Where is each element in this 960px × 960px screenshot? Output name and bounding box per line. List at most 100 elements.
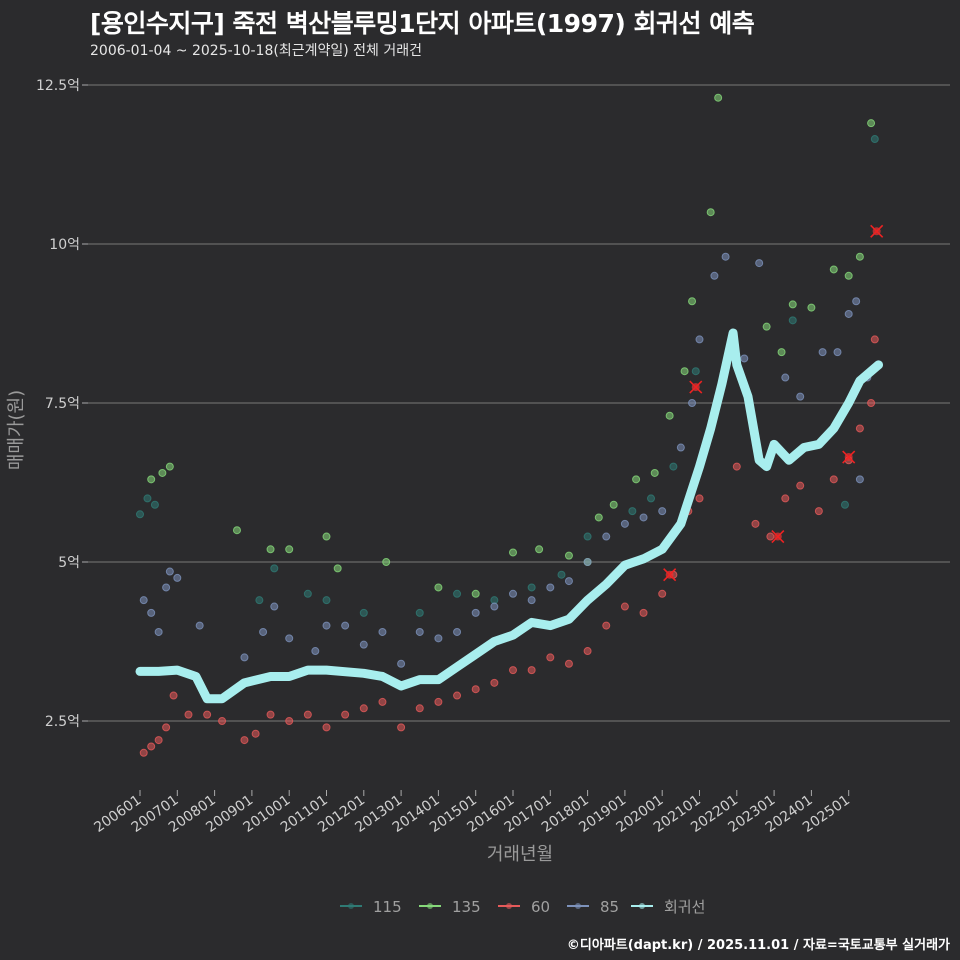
data-point-60: [266, 710, 275, 719]
data-point-85: [852, 297, 861, 306]
y-tick-label: 12.5억: [36, 78, 80, 94]
data-point-135: [777, 348, 786, 357]
data-point-115: [150, 500, 159, 509]
data-point-85: [415, 627, 424, 636]
data-point-115: [583, 532, 592, 541]
data-point-115: [691, 367, 700, 376]
data-point-85: [721, 252, 730, 261]
data-point-135: [285, 545, 294, 554]
data-point-85: [195, 621, 204, 630]
data-point-60: [490, 678, 499, 687]
data-point-60: [814, 507, 823, 516]
data-point-85: [378, 627, 387, 636]
data-point-60: [527, 666, 536, 675]
data-point-135: [382, 558, 391, 566]
data-point-60: [285, 717, 294, 725]
data-point-85: [311, 647, 320, 656]
data-point-85: [527, 596, 536, 605]
legend-label: 135: [452, 898, 481, 916]
data-point-115: [322, 596, 331, 605]
highlight-x-marker: [870, 224, 884, 238]
legend-item-85: 85: [567, 898, 619, 916]
data-point-85: [602, 532, 611, 541]
data-point-135: [434, 583, 443, 592]
data-point-60: [509, 666, 517, 675]
data-point-60: [218, 717, 227, 725]
data-point-85: [453, 627, 462, 636]
data-point-85: [564, 577, 573, 586]
data-point-135: [165, 462, 174, 471]
data-point-135: [471, 589, 480, 598]
legend-point-icon: [348, 903, 354, 909]
data-point-60: [867, 399, 876, 407]
data-point-60: [766, 532, 775, 541]
data-point-60: [453, 691, 462, 700]
data-point-60: [184, 710, 193, 719]
x-axis-label: 거래년월: [487, 844, 553, 865]
data-point-60: [796, 481, 805, 490]
data-point-135: [609, 500, 618, 509]
data-point-60: [564, 659, 573, 668]
data-point-60: [471, 685, 480, 694]
data-point-85: [173, 573, 182, 582]
data-point-85: [546, 583, 555, 592]
data-point-60: [583, 647, 592, 656]
highlight-x-marker: [771, 529, 785, 544]
data-point-135: [158, 468, 167, 477]
data-point-115: [628, 507, 637, 516]
regression-line: [135, 328, 884, 704]
y-tick-label: 10억: [49, 237, 80, 253]
data-point-135: [706, 208, 715, 217]
y-tick-label: 7.5억: [45, 396, 80, 412]
data-point-135: [762, 322, 771, 331]
data-point-85: [165, 567, 174, 576]
data-point-85: [139, 596, 148, 605]
data-point-135: [807, 303, 816, 312]
data-point-60: [751, 519, 760, 528]
data-point-85: [162, 583, 171, 592]
data-point-135: [535, 545, 544, 554]
data-point-60: [546, 653, 555, 662]
data-point-115: [788, 316, 797, 325]
data-point-135: [867, 119, 876, 128]
data-point-60: [303, 710, 312, 719]
data-point-85: [240, 653, 249, 662]
data-point-115: [647, 494, 656, 503]
data-point-85: [434, 634, 443, 643]
data-point-85: [359, 640, 368, 649]
data-point-85: [270, 602, 279, 611]
data-point-85: [710, 271, 719, 280]
data-point-85: [341, 621, 350, 630]
data-point-135: [650, 468, 659, 477]
data-point-85: [855, 475, 864, 484]
data-point-135: [688, 297, 697, 306]
data-point-85: [833, 348, 842, 357]
data-point-85: [471, 608, 480, 617]
data-point-85: [658, 507, 667, 516]
data-point-85: [397, 659, 406, 668]
data-point-60: [397, 723, 406, 732]
chart-title: [용인수지구] 죽전 벽산블루밍1단지 아파트(1997) 회귀선 예측: [90, 9, 755, 38]
data-point-60: [732, 462, 741, 471]
data-point-115: [415, 608, 424, 617]
data-point-60: [147, 742, 156, 751]
legend-point-icon: [427, 903, 433, 909]
data-point-115: [453, 589, 462, 598]
data-point-85: [147, 608, 156, 617]
data-point-135: [564, 551, 573, 560]
data-point-60: [169, 691, 178, 700]
data-point-135: [855, 252, 864, 261]
data-point-60: [378, 697, 387, 706]
data-point-60: [359, 704, 368, 713]
data-point-85: [490, 602, 499, 611]
data-point-115: [557, 570, 566, 579]
data-point-60: [154, 736, 163, 745]
legend-label: 회귀선: [664, 898, 705, 916]
data-point-115: [143, 494, 152, 503]
data-point-115: [270, 564, 279, 573]
data-point-60: [162, 723, 171, 732]
data-point-85: [639, 513, 648, 522]
data-point-135: [788, 300, 797, 309]
data-point-135: [829, 265, 838, 274]
